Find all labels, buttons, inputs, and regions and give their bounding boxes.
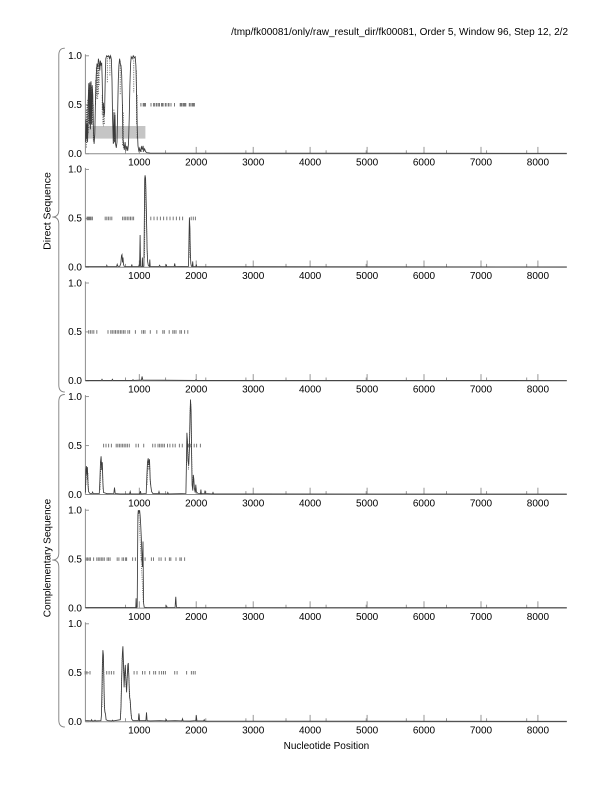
- svg-text:0.0: 0.0: [68, 149, 82, 160]
- svg-text:1.0: 1.0: [68, 51, 82, 62]
- svg-text:7000: 7000: [470, 271, 493, 282]
- svg-text:0.5: 0.5: [68, 327, 82, 338]
- svg-text:4000: 4000: [299, 271, 322, 282]
- svg-text:1000: 1000: [128, 726, 151, 737]
- svg-text:1.0: 1.0: [68, 619, 82, 630]
- svg-text:2000: 2000: [185, 498, 208, 509]
- svg-text:0.5: 0.5: [68, 668, 82, 679]
- svg-text:0.0: 0.0: [68, 490, 82, 501]
- svg-text:4000: 4000: [299, 612, 322, 623]
- svg-text:Nucleotide Position: Nucleotide Position: [284, 741, 370, 752]
- svg-text:6000: 6000: [413, 271, 436, 282]
- svg-text:5000: 5000: [356, 726, 379, 737]
- svg-text:5000: 5000: [356, 385, 379, 396]
- svg-text:4000: 4000: [299, 385, 322, 396]
- svg-text:0.5: 0.5: [68, 554, 82, 565]
- svg-text:5000: 5000: [356, 498, 379, 509]
- svg-text:/tmp/fk00081/only/raw_result_d: /tmp/fk00081/only/raw_result_dir/fk00081…: [231, 27, 568, 38]
- svg-text:1.0: 1.0: [68, 278, 82, 289]
- svg-text:4000: 4000: [299, 498, 322, 509]
- svg-text:7000: 7000: [470, 385, 493, 396]
- svg-text:7000: 7000: [470, 726, 493, 737]
- svg-text:3000: 3000: [242, 158, 265, 169]
- svg-text:2000: 2000: [185, 726, 208, 737]
- svg-text:8000: 8000: [527, 498, 550, 509]
- svg-text:5000: 5000: [356, 612, 379, 623]
- svg-text:0.0: 0.0: [68, 603, 82, 614]
- svg-text:2000: 2000: [185, 158, 208, 169]
- svg-text:1.0: 1.0: [68, 506, 82, 517]
- svg-text:6000: 6000: [413, 158, 436, 169]
- svg-text:7000: 7000: [470, 158, 493, 169]
- svg-text:6000: 6000: [413, 385, 436, 396]
- svg-text:1000: 1000: [128, 271, 151, 282]
- svg-text:0.5: 0.5: [68, 100, 82, 111]
- svg-text:7000: 7000: [470, 612, 493, 623]
- svg-text:7000: 7000: [470, 498, 493, 509]
- svg-text:6000: 6000: [413, 612, 436, 623]
- svg-text:1000: 1000: [128, 385, 151, 396]
- svg-text:4000: 4000: [299, 726, 322, 737]
- svg-text:0.0: 0.0: [68, 376, 82, 387]
- svg-text:1000: 1000: [128, 158, 151, 169]
- svg-text:0.5: 0.5: [68, 441, 82, 452]
- svg-text:1.0: 1.0: [68, 165, 82, 176]
- svg-text:1.0: 1.0: [68, 392, 82, 403]
- svg-text:1000: 1000: [128, 498, 151, 509]
- svg-text:2000: 2000: [185, 385, 208, 396]
- svg-text:8000: 8000: [527, 612, 550, 623]
- svg-text:3000: 3000: [242, 385, 265, 396]
- svg-text:3000: 3000: [242, 498, 265, 509]
- svg-text:Direct Sequence: Direct Sequence: [42, 172, 54, 250]
- svg-text:8000: 8000: [527, 158, 550, 169]
- svg-text:0.0: 0.0: [68, 717, 82, 728]
- svg-text:2000: 2000: [185, 271, 208, 282]
- svg-text:2000: 2000: [185, 612, 208, 623]
- svg-text:1000: 1000: [128, 612, 151, 623]
- svg-text:8000: 8000: [527, 385, 550, 396]
- svg-text:5000: 5000: [356, 158, 379, 169]
- svg-text:5000: 5000: [356, 271, 379, 282]
- svg-text:3000: 3000: [242, 271, 265, 282]
- svg-text:8000: 8000: [527, 726, 550, 737]
- svg-text:3000: 3000: [242, 726, 265, 737]
- svg-text:6000: 6000: [413, 498, 436, 509]
- svg-text:0.5: 0.5: [68, 214, 82, 225]
- svg-text:8000: 8000: [527, 271, 550, 282]
- svg-text:Complementary Sequence: Complementary Sequence: [43, 498, 54, 617]
- svg-text:4000: 4000: [299, 158, 322, 169]
- svg-text:3000: 3000: [242, 612, 265, 623]
- svg-text:0.0: 0.0: [68, 263, 82, 274]
- svg-text:6000: 6000: [413, 726, 436, 737]
